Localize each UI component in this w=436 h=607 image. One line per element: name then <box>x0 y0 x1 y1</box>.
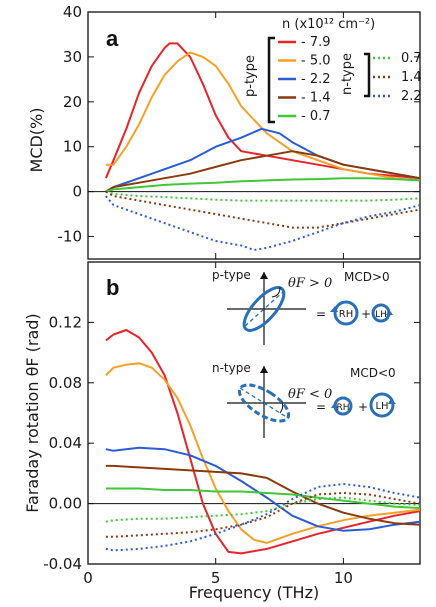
panel-b-ylabel: Faraday rotation θF (rad) <box>23 313 42 512</box>
legend-n-entries: 0.7 1.4 2.2 <box>373 51 422 104</box>
lh-arrow-n <box>388 398 396 404</box>
y-tick-label-b: 0.00 <box>49 495 82 513</box>
legend-p-bracket <box>267 36 275 124</box>
series-line-b-5 <box>105 496 421 523</box>
series-line-a-5 <box>105 190 421 202</box>
inset-p-arrowhead <box>260 272 268 279</box>
lh-circle-big <box>369 392 395 418</box>
lh-arrow-p <box>386 309 393 315</box>
legend: n (x10¹² cm⁻²) p-type - 7.9 - 5.0 - 2.2 - 1… <box>243 17 422 124</box>
y-tick-label-b: 0.08 <box>49 374 82 392</box>
legend-entry-label: - 1.4 <box>301 91 331 106</box>
series-line-a-6 <box>105 190 421 229</box>
legend-entry-label: - 2.2 <box>301 72 331 87</box>
x-tick-label: 5 <box>211 569 221 587</box>
legend-entry-label: 1.4 <box>401 70 422 85</box>
y-tick-label-a: 10 <box>63 138 82 156</box>
legend-entry-label: 0.7 <box>401 51 422 66</box>
series-line-a-2 <box>105 127 421 193</box>
series-line-a-3 <box>105 150 421 193</box>
inset-schematic: p-type θF > 0 MCD>0 = RH + LH n-type <box>212 268 396 438</box>
x-axis-label: Frequency (THz) <box>189 583 319 602</box>
y-tick-label-b: -0.04 <box>43 555 82 573</box>
panel-b: -0.04 0.00 0.04 0.08 0.12 0 5 10 b Faraday rota… <box>23 261 421 602</box>
inset-p-type-label: p-type <box>212 268 251 282</box>
x-tick-label: 0 <box>83 569 93 587</box>
series-line-a-0 <box>104 42 421 180</box>
y-tick-label-a: 40 <box>63 3 82 21</box>
rh-label-p: RH <box>339 309 353 320</box>
ellipse-axis-n <box>239 387 289 419</box>
plus-n: + <box>358 400 368 414</box>
y-tick-label-a: 20 <box>63 93 82 111</box>
panel-a-frame <box>87 11 421 260</box>
panel-a-label: a <box>106 26 119 51</box>
equals-p: = <box>316 307 326 321</box>
series-line-b-1 <box>105 362 421 544</box>
polarization-ellipse-p <box>242 286 286 332</box>
theta-arc-p <box>271 286 281 298</box>
panel-a-series <box>104 42 421 251</box>
y-tick-label-b: 0.12 <box>49 313 82 331</box>
series-line-b-6 <box>105 492 421 538</box>
x-tick-label: 10 <box>334 569 353 587</box>
y-tick-label-a: -10 <box>58 228 83 246</box>
legend-entry-label: 2.2 <box>401 89 422 104</box>
legend-n-bracket <box>364 52 371 98</box>
y-tick-label-a: 30 <box>63 48 82 66</box>
equals-n: = <box>316 400 326 414</box>
inset-n-arrowhead <box>260 366 268 373</box>
panel-a-ylabel: MCD(%) <box>27 108 46 173</box>
lh-label-p: LH <box>375 310 387 320</box>
legend-entry-label: - 7.9 <box>301 35 331 50</box>
series-line-b-2 <box>105 446 421 532</box>
theta-arc-n <box>279 401 284 414</box>
rh-label-n: RH <box>336 403 349 413</box>
legend-n-type-label: n-type <box>340 53 355 95</box>
series-line-a-4 <box>105 177 421 193</box>
panel-b-ticks: -0.04 0.00 0.04 0.08 0.12 0 5 10 <box>43 262 420 587</box>
panel-b-series <box>105 329 421 555</box>
legend-title: n (x10¹² cm⁻²) <box>282 17 375 32</box>
mcd-negative-label: MCD<0 <box>350 366 396 380</box>
lh-label-n: LH <box>375 401 388 412</box>
rh-arrow-n <box>331 402 338 408</box>
panel-a: -10 0 10 20 30 40 a MCD(%) n (x10¹² cm⁻²) p-t… <box>27 3 422 260</box>
rh-arrow-p <box>330 306 338 312</box>
series-line-b-7 <box>105 483 421 552</box>
mcd-positive-label: MCD>0 <box>344 270 390 284</box>
theta-positive-label: θF > 0 <box>288 276 332 291</box>
rh-circle-big <box>333 300 359 326</box>
inset-n-type-label: n-type <box>212 361 251 375</box>
ellipse-axis-p <box>244 291 284 327</box>
legend-p-type-label: p-type <box>243 55 258 97</box>
panel-a-ticks: -10 0 10 20 30 40 <box>58 3 420 259</box>
legend-p-entries: - 7.9 - 5.0 - 2.2 - 1.4 - 0.7 <box>278 35 331 124</box>
y-tick-label-b: 0.04 <box>49 434 82 452</box>
y-tick-label-a: 0 <box>72 183 82 201</box>
panel-b-label: b <box>106 275 119 300</box>
series-line-b-4 <box>105 487 421 510</box>
series-line-a-7 <box>105 195 421 251</box>
series-line-b-3 <box>105 464 421 526</box>
plus-p: + <box>361 307 371 321</box>
legend-entry-label: - 0.7 <box>301 109 331 124</box>
theta-negative-label: θF < 0 <box>288 387 332 402</box>
legend-entry-label: - 5.0 <box>301 54 331 69</box>
series-line-a-1 <box>105 51 421 182</box>
panel-b-frame <box>87 261 421 565</box>
